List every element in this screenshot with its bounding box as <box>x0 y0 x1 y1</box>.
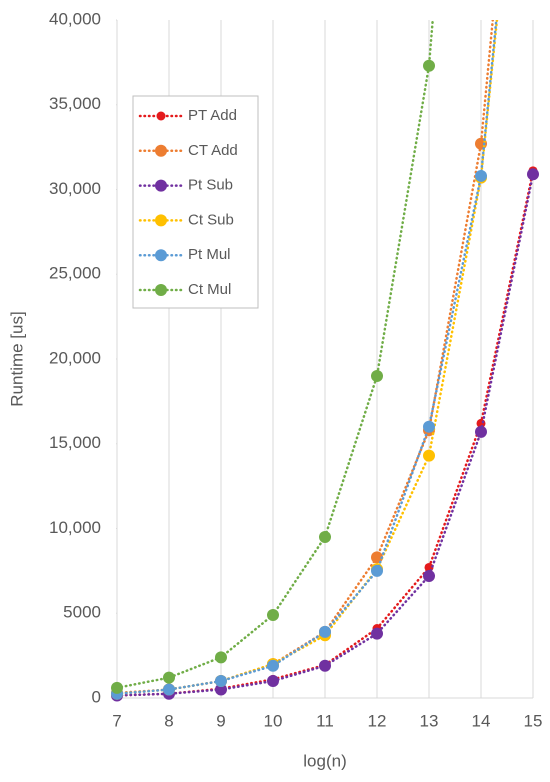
data-point <box>319 530 331 543</box>
legend-label: CT Add <box>188 142 238 159</box>
y-tick-label: 15,000 <box>49 433 101 452</box>
data-point <box>371 627 383 640</box>
legend-marker <box>155 179 167 192</box>
legend-marker <box>156 111 166 121</box>
y-tick-label: 0 <box>92 687 101 706</box>
data-point <box>267 608 279 621</box>
legend-box <box>132 95 259 309</box>
y-tick-label: 5000 <box>63 603 101 622</box>
legend-marker <box>155 249 167 262</box>
x-tick-label: 10 <box>264 711 283 730</box>
x-axis-title: log(n) <box>303 751 346 770</box>
data-point <box>475 425 487 438</box>
data-point <box>319 659 331 672</box>
legend-label: PT Add <box>188 107 237 124</box>
series-line <box>115 20 499 696</box>
x-tick-label: 9 <box>216 711 225 730</box>
data-point <box>319 625 331 638</box>
data-point <box>163 671 175 684</box>
data-point <box>371 564 383 577</box>
legend-marker <box>155 284 167 296</box>
data-point <box>111 681 123 694</box>
x-tick-label: 12 <box>368 711 387 730</box>
data-point <box>215 675 227 688</box>
legend-label: Pt Mul <box>188 246 231 263</box>
data-point <box>267 659 279 672</box>
y-tick-label: 10,000 <box>49 518 101 537</box>
x-tick-label: 8 <box>164 711 173 730</box>
data-point <box>215 683 227 696</box>
x-tick-label: 13 <box>420 711 439 730</box>
legend-marker <box>155 214 167 227</box>
data-point <box>163 683 175 696</box>
data-point <box>215 651 227 664</box>
legend-label: Ct Sub <box>188 211 234 228</box>
data-point <box>423 59 435 72</box>
data-point <box>423 420 435 433</box>
data-point <box>423 449 435 462</box>
legend-marker <box>155 144 167 157</box>
data-point <box>423 569 435 582</box>
data-point <box>371 369 383 382</box>
y-axis-title: Runtime [us] <box>7 311 26 406</box>
legend: PT Add CT Add Pt Sub Ct Sub Pt Mul Ct Mul <box>132 95 259 309</box>
plot-area <box>111 20 539 702</box>
y-tick-label: 30,000 <box>49 179 101 198</box>
legend-label: Pt Sub <box>188 177 233 194</box>
y-tick-label: 40,000 <box>49 9 101 28</box>
data-point <box>475 169 487 182</box>
legend-label: Ct Mul <box>188 281 231 298</box>
x-tick-label: 7 <box>112 711 121 730</box>
data-point <box>267 675 279 688</box>
y-tick-label: 35,000 <box>49 94 101 113</box>
x-tick-label: 14 <box>472 711 491 730</box>
y-tick-label: 20,000 <box>49 348 101 367</box>
x-tick-label: 11 <box>316 711 334 730</box>
x-tick-label: 15 <box>524 711 543 730</box>
y-tick-label: 25,000 <box>49 264 101 283</box>
data-point <box>371 551 383 564</box>
data-point <box>527 168 539 181</box>
